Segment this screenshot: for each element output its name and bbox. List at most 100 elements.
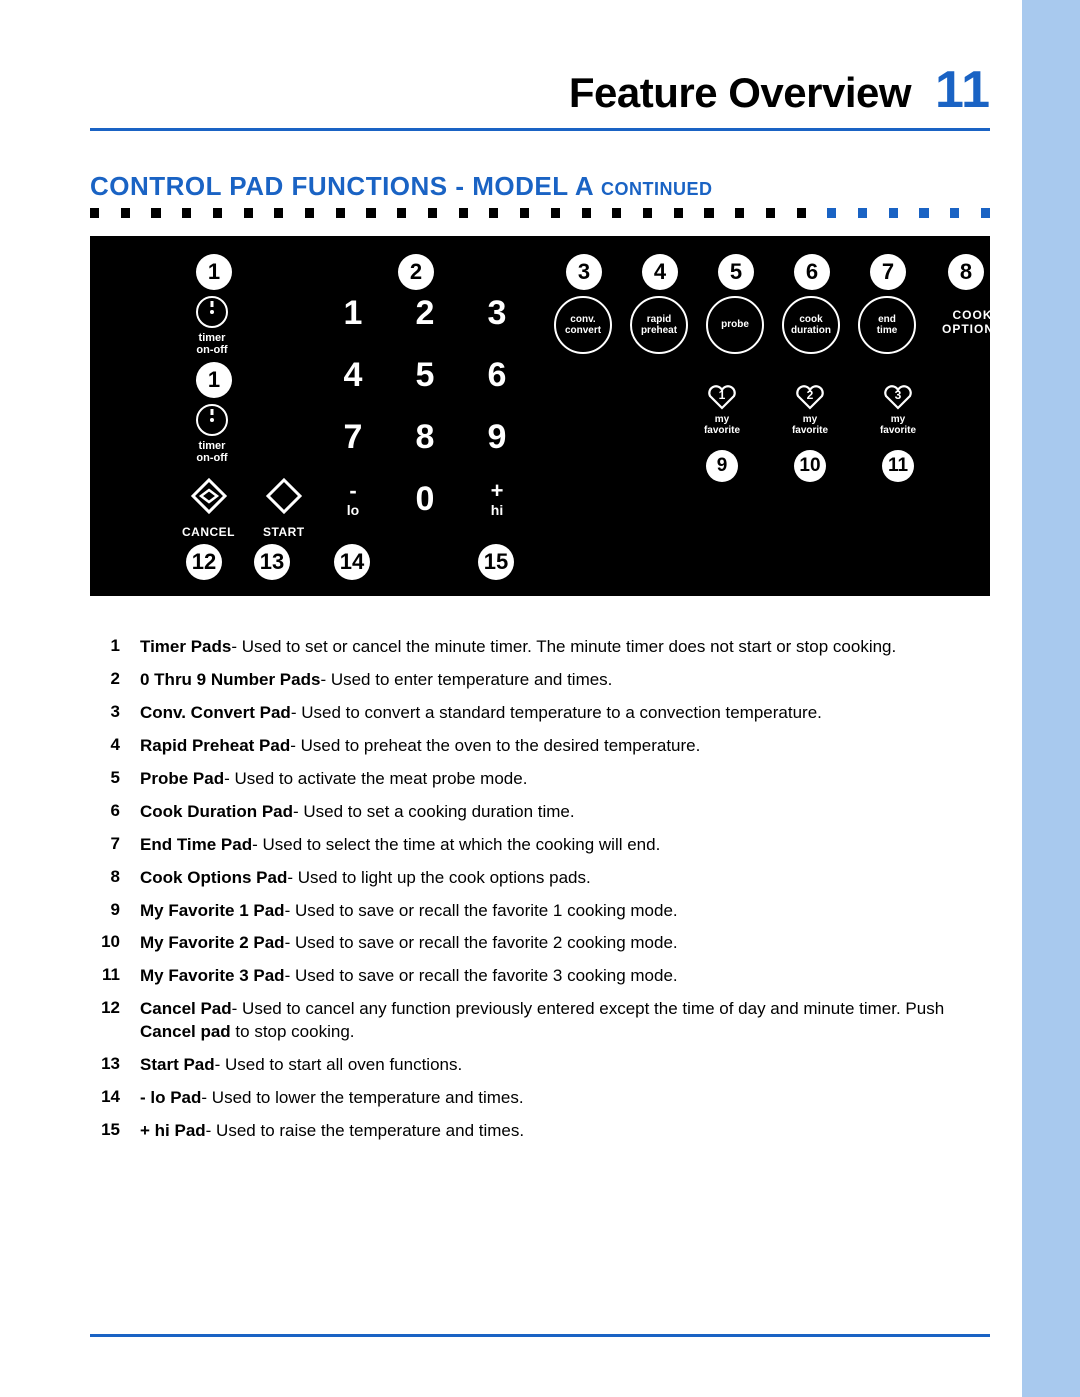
callout-4: 4 (642, 254, 678, 290)
callout-14: 14 (334, 544, 370, 580)
callout-1-second: 1 (196, 362, 232, 398)
end-time-pad: end time (858, 296, 916, 354)
separator-dot (827, 208, 836, 218)
legend-text: Probe Pad- Used to activate the meat pro… (140, 768, 990, 791)
timer-label: timer on-off (196, 332, 228, 356)
legend-text: + hi Pad- Used to raise the temperature … (140, 1120, 990, 1143)
conv-convert-pad: conv. convert (554, 296, 612, 354)
legend-text: My Favorite 1 Pad- Used to save or recal… (140, 900, 990, 923)
separator-dot (919, 208, 928, 218)
legend-number: 3 (90, 702, 120, 722)
legend-list: 1Timer Pads- Used to set or cancel the m… (90, 636, 990, 1143)
cancel-start-row: CANCEL START (182, 476, 305, 539)
legend-number: 13 (90, 1054, 120, 1074)
separator-dot (428, 208, 437, 218)
legend-row: 10 My Favorite 2 Pad- Used to save or rec… (90, 932, 990, 955)
legend-text: My Favorite 3 Pad- Used to save or recal… (140, 965, 990, 988)
separator-dot (459, 208, 468, 218)
subtitle-main: CONTROL PAD FUNCTIONS - MODEL A (90, 171, 601, 201)
separator-dot (674, 208, 683, 218)
separator-dot (397, 208, 406, 218)
callout-12: 12 (186, 544, 222, 580)
legend-row: 1Timer Pads- Used to set or cancel the m… (90, 636, 990, 659)
manual-page: Feature Overview 11 CONTROL PAD FUNCTION… (0, 0, 1080, 1397)
page-title: Feature Overview (569, 69, 911, 117)
keypad-digit-4: 4 (325, 356, 381, 412)
legend-text: Cook Duration Pad- Used to set a cooking… (140, 801, 990, 824)
timer-label: timer on-off (196, 440, 228, 464)
separator-dot (735, 208, 744, 218)
keypad-digit-1: 1 (325, 294, 381, 350)
separator-dot (950, 208, 959, 218)
separator-dot (274, 208, 283, 218)
header-row: Feature Overview 11 (90, 60, 990, 120)
control-panel-illustration: 1 2 3 4 5 6 7 8 timer on-off 1 timer on-… (90, 236, 990, 596)
legend-number: 12 (90, 998, 120, 1018)
my-favorite-3: 3 my favorite (872, 384, 924, 436)
separator-dot (182, 208, 191, 218)
separator-dot (889, 208, 898, 218)
keypad-digit-3: 3 (469, 294, 525, 350)
separator-dot (797, 208, 806, 218)
legend-row: 2 0 Thru 9 Number Pads- Used to enter tem… (90, 669, 990, 692)
legend-number: 9 (90, 900, 120, 920)
keypad-digit-8: 8 (397, 418, 453, 474)
legend-number: 5 (90, 768, 120, 788)
separator-dot (213, 208, 222, 218)
legend-number: 14 (90, 1087, 120, 1107)
separator-dot (366, 208, 375, 218)
legend-text: 0 Thru 9 Number Pads- Used to enter temp… (140, 669, 990, 692)
timer-icon (196, 404, 228, 436)
legend-number: 2 (90, 669, 120, 689)
top-rule (90, 128, 990, 131)
keypad-digit-7: 7 (325, 418, 381, 474)
callout-13: 13 (254, 544, 290, 580)
separator-dot (582, 208, 591, 218)
heart-icon: 3 (883, 384, 913, 410)
legend-row: 3 Conv. Convert Pad- Used to convert a st… (90, 702, 990, 725)
legend-text: Cook Options Pad- Used to light up the c… (140, 867, 990, 890)
separator-dot (90, 208, 99, 218)
legend-row: 7 End Time Pad- Used to select the time a… (90, 834, 990, 857)
legend-row: 9 My Favorite 1 Pad- Used to save or reca… (90, 900, 990, 923)
callout-11: 11 (882, 450, 914, 482)
legend-number: 6 (90, 801, 120, 821)
legend-row: 14- lo Pad- Used to lower the temperatur… (90, 1087, 990, 1110)
callout-15: 15 (478, 544, 514, 580)
legend-text: My Favorite 2 Pad- Used to save or recal… (140, 932, 990, 955)
page-number: 11 (935, 60, 990, 120)
function-buttons-row: conv. convert rapid preheat probe cook d… (554, 296, 916, 354)
legend-text: Cancel Pad- Used to cancel any function … (140, 998, 990, 1044)
legend-number: 10 (90, 932, 120, 952)
legend-row: 15 + hi Pad- Used to raise the temperatur… (90, 1120, 990, 1143)
keypad-digit-6: 6 (469, 356, 525, 412)
keypad-digit-5: 5 (397, 356, 453, 412)
favorites-row: 1 my favorite 2 my favorite 3 my favorit… (696, 384, 924, 436)
cancel-icon (189, 476, 229, 516)
legend-number: 15 (90, 1120, 120, 1140)
callout-6: 6 (794, 254, 830, 290)
heart-icon: 2 (795, 384, 825, 410)
callout-1: 1 (196, 254, 232, 290)
legend-text: Start Pad- Used to start all oven functi… (140, 1054, 990, 1077)
legend-number: 7 (90, 834, 120, 854)
separator-dot (612, 208, 621, 218)
legend-text: Timer Pads- Used to set or cancel the mi… (140, 636, 990, 659)
legend-row: 4Rapid Preheat Pad- Used to preheat the … (90, 735, 990, 758)
start-pad: START (263, 476, 305, 539)
keypad-digit-2: 2 (397, 294, 453, 350)
separator-dot (151, 208, 160, 218)
keypad-digit-9: 9 (469, 418, 525, 474)
separator-dot (305, 208, 314, 218)
separator-dot (704, 208, 713, 218)
separator-dot (551, 208, 560, 218)
zero-pad: 0 (397, 480, 453, 519)
separator-dot (244, 208, 253, 218)
legend-text: Conv. Convert Pad- Used to convert a sta… (140, 702, 990, 725)
legend-number: 11 (90, 965, 120, 985)
legend-row: 12 Cancel Pad- Used to cancel any functio… (90, 998, 990, 1044)
separator-dot (643, 208, 652, 218)
callout-2: 2 (398, 254, 434, 290)
my-favorite-1: 1 my favorite (696, 384, 748, 436)
legend-text: End Time Pad- Used to select the time at… (140, 834, 990, 857)
